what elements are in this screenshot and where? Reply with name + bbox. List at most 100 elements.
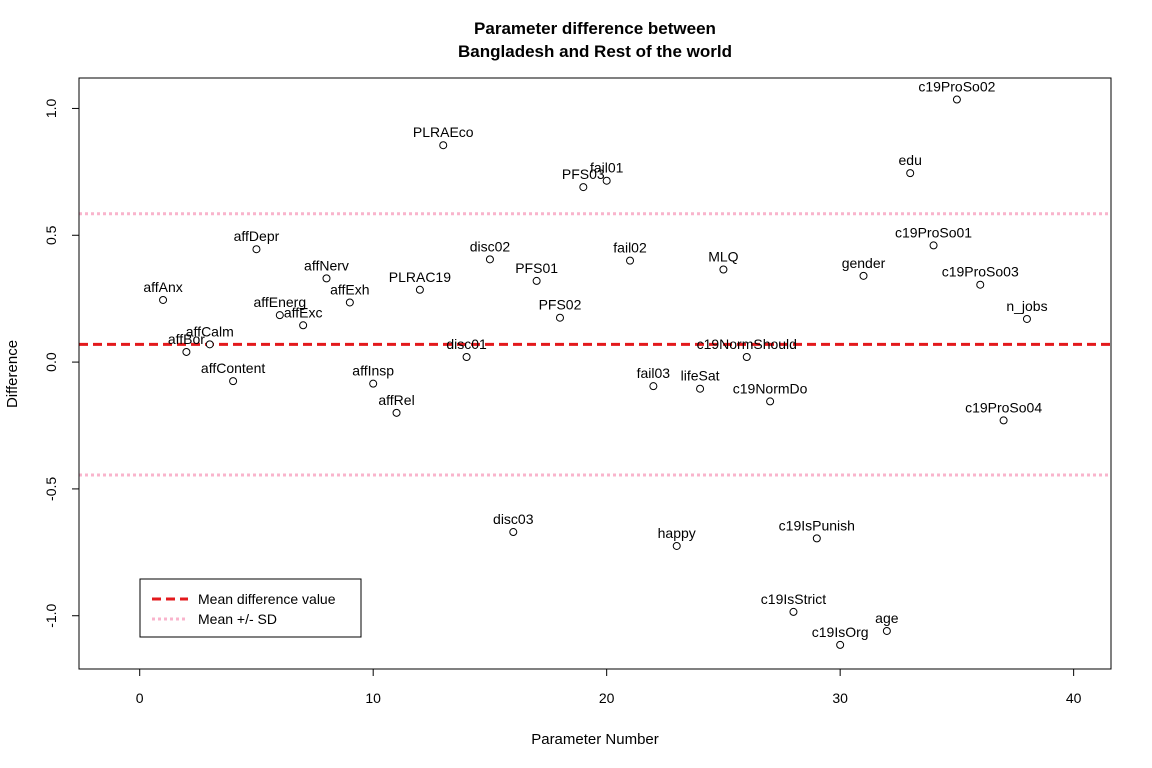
data-point-PFS03 [579,183,588,192]
point-label-PFS01: PFS01 [515,260,558,276]
data-point-affAnx [159,295,168,304]
data-point-c19ProSo01 [929,241,938,250]
x-tick-label-20: 20 [599,690,615,706]
data-point-affBor [182,347,191,356]
point-label-affRel: affRel [378,392,414,408]
data-point-affRel [392,408,401,417]
x-tick-label-30: 30 [832,690,848,706]
point-label-happy: happy [658,525,696,541]
data-point-affNerv [322,274,331,283]
data-point-affInsp [369,379,378,388]
point-label-n_jobs: n_jobs [1006,298,1047,314]
point-label-c19ProSo01: c19ProSo01 [895,224,972,240]
point-label-affEnerg: affEnerg [253,294,306,310]
data-point-lifeSat [696,384,705,393]
point-label-PFS03: PFS03 [562,166,605,182]
data-point-fail01 [602,176,611,185]
x-axis: 0 10 20 30 40 [136,668,1082,706]
y-tick-label-0.0: 0.0 [43,352,59,372]
data-point-affEnerg [275,311,284,320]
data-point-c19NormShould [742,353,751,362]
point-label-disc02: disc02 [470,238,511,254]
x-axis-label: Parameter Number [531,731,659,748]
point-label-c19IsStrict: c19IsStrict [761,591,826,607]
point-label-c19ProSo02: c19ProSo02 [918,79,995,95]
point-label-PLRAC19: PLRAC19 [389,269,451,285]
point-label-PLRAEco: PLRAEco [413,124,474,140]
point-label-edu: edu [899,152,922,168]
data-point-MLQ [719,265,728,274]
data-point-c19ProSo04 [999,416,1008,425]
point-label-affNerv: affNerv [304,257,349,273]
legend: Mean difference value Mean +/- SD [139,578,362,638]
data-point-c19ProSo03 [976,280,985,289]
point-label-c19ProSo03: c19ProSo03 [942,264,1019,280]
point-label-age: age [875,610,899,626]
point-label-affContent: affContent [201,360,265,376]
data-point-n_jobs [1022,314,1031,323]
legend-label-sd: Mean +/- SD [198,611,277,627]
point-label-affAnx: affAnx [143,279,182,295]
point-label-fail03: fail03 [637,365,671,381]
data-point-disc02 [485,255,494,264]
point-label-affDepr: affDepr [234,228,280,244]
data-points [159,95,1031,649]
point-label-disc01: disc01 [446,336,487,352]
data-point-edu [906,169,915,178]
point-label-PFS02: PFS02 [539,297,582,313]
point-label-lifeSat: lifeSat [681,368,720,384]
y-axis-label: Difference [4,340,21,408]
chart-title-line-2: Bangladesh and Rest of the world [458,42,732,61]
y-axis: -1.0 -0.5 0.0 0.5 1.0 [43,98,80,628]
data-point-gender [859,271,868,280]
data-point-fail02 [626,256,635,265]
data-point-affDepr [252,245,261,254]
data-point-fail03 [649,382,658,391]
data-point-c19IsOrg [836,640,845,649]
data-point-c19ProSo02 [952,95,961,104]
y-tick-label-0.5: 0.5 [43,225,59,245]
y-tick-label--0.5: -0.5 [43,477,59,501]
data-point-c19NormDo [766,397,775,406]
point-label-c19IsOrg: c19IsOrg [812,624,869,640]
point-label-affBor: affBor [168,331,205,347]
point-label-fail01: fail01 [590,160,624,176]
data-point-PFS01 [532,276,541,285]
data-point-PLRAC19 [415,285,424,294]
point-label-c19NormDo: c19NormDo [733,380,808,396]
data-point-PLRAEco [439,141,448,150]
data-point-age [882,626,891,635]
sd-lines [79,212,1111,477]
point-label-MLQ: MLQ [708,249,738,265]
data-point-affCalm [205,340,214,349]
y-tick-label-1.0: 1.0 [43,98,59,118]
data-point-affContent [229,377,238,386]
data-point-c19IsPunish [812,534,821,543]
data-point-disc01 [462,353,471,362]
point-label-disc03: disc03 [493,511,534,527]
legend-label-mean: Mean difference value [198,591,336,607]
point-label-affExh: affExh [330,281,369,297]
data-point-PFS02 [555,313,564,322]
point-label-c19NormShould: c19NormShould [697,336,797,352]
legend-box [139,578,362,638]
point-label-c19IsPunish: c19IsPunish [779,517,855,533]
data-point-disc03 [509,528,518,537]
point-label-affCalm: affCalm [186,323,234,339]
point-label-affExc: affExc [284,304,323,320]
point-label-gender: gender [842,255,886,271]
x-tick-label-0: 0 [136,690,144,706]
chart-title-line-1: Parameter difference between [474,19,716,38]
point-label-c19ProSo04: c19ProSo04 [965,399,1042,415]
x-tick-label-10: 10 [365,690,381,706]
data-point-c19IsStrict [789,607,798,616]
y-tick-label--1.0: -1.0 [43,603,59,627]
x-tick-label-40: 40 [1066,690,1082,706]
data-point-happy [672,541,681,550]
point-label-affInsp: affInsp [352,363,394,379]
data-point-affExc [299,321,308,330]
data-point-affExh [345,298,354,307]
point-label-fail02: fail02 [613,240,647,256]
